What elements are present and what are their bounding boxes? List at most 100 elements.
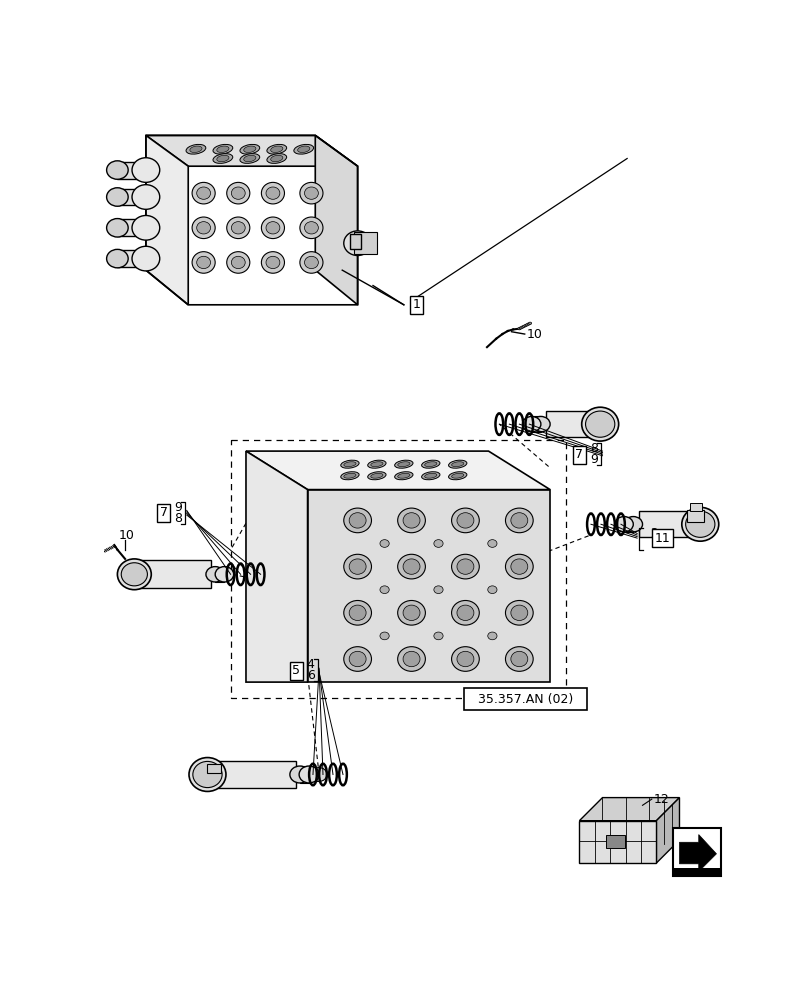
Bar: [134, 560, 211, 588]
Ellipse shape: [397, 462, 410, 467]
Ellipse shape: [192, 217, 215, 239]
Ellipse shape: [231, 222, 245, 234]
Ellipse shape: [261, 252, 284, 273]
Text: 10: 10: [118, 529, 135, 542]
Ellipse shape: [523, 324, 526, 327]
Ellipse shape: [371, 462, 383, 467]
Ellipse shape: [299, 252, 323, 273]
Ellipse shape: [226, 217, 250, 239]
Text: 10: 10: [526, 328, 543, 341]
Ellipse shape: [343, 473, 355, 478]
Ellipse shape: [448, 460, 466, 468]
Ellipse shape: [624, 517, 642, 532]
Ellipse shape: [531, 416, 550, 432]
Ellipse shape: [106, 249, 128, 268]
Polygon shape: [246, 451, 550, 490]
Ellipse shape: [261, 217, 284, 239]
Ellipse shape: [132, 246, 160, 271]
Ellipse shape: [298, 146, 310, 152]
Ellipse shape: [457, 559, 474, 574]
Bar: [118, 250, 146, 267]
Bar: [215, 567, 224, 582]
Ellipse shape: [394, 460, 413, 468]
Ellipse shape: [349, 559, 366, 574]
Bar: [118, 189, 146, 205]
Ellipse shape: [433, 586, 443, 594]
Bar: [208, 761, 296, 788]
Text: 6: 6: [307, 669, 315, 682]
Polygon shape: [146, 135, 357, 166]
Ellipse shape: [226, 182, 250, 204]
Ellipse shape: [304, 222, 318, 234]
Bar: [463, 688, 586, 710]
Ellipse shape: [684, 511, 714, 537]
Ellipse shape: [106, 219, 128, 237]
Ellipse shape: [132, 158, 160, 182]
Ellipse shape: [487, 586, 496, 594]
Ellipse shape: [402, 605, 419, 620]
Bar: [672, 828, 720, 876]
Ellipse shape: [510, 605, 527, 620]
Ellipse shape: [421, 460, 440, 468]
Ellipse shape: [451, 473, 463, 478]
Ellipse shape: [349, 605, 366, 620]
Ellipse shape: [267, 144, 286, 154]
Ellipse shape: [451, 600, 478, 625]
Ellipse shape: [106, 188, 128, 206]
Ellipse shape: [457, 513, 474, 528]
Bar: [208, 764, 221, 773]
Ellipse shape: [343, 554, 371, 579]
Ellipse shape: [212, 154, 233, 163]
Ellipse shape: [451, 508, 478, 533]
Ellipse shape: [298, 766, 319, 783]
Text: 8: 8: [590, 442, 598, 455]
Polygon shape: [315, 135, 357, 305]
Ellipse shape: [132, 185, 160, 209]
Ellipse shape: [121, 563, 148, 586]
Ellipse shape: [132, 215, 160, 240]
Ellipse shape: [402, 513, 419, 528]
Ellipse shape: [311, 768, 326, 781]
Ellipse shape: [519, 327, 521, 329]
Ellipse shape: [190, 146, 202, 152]
Ellipse shape: [394, 472, 413, 480]
Text: 9: 9: [174, 501, 182, 514]
Ellipse shape: [380, 586, 388, 594]
Ellipse shape: [217, 146, 229, 152]
Ellipse shape: [212, 144, 233, 154]
Ellipse shape: [448, 472, 466, 480]
Polygon shape: [579, 821, 655, 863]
Ellipse shape: [243, 155, 255, 162]
Polygon shape: [655, 798, 679, 863]
Ellipse shape: [270, 146, 282, 152]
Ellipse shape: [457, 605, 474, 620]
Text: 35.357.AN (02): 35.357.AN (02): [478, 693, 573, 706]
Polygon shape: [679, 835, 715, 872]
Ellipse shape: [504, 647, 533, 671]
Ellipse shape: [424, 473, 436, 478]
Ellipse shape: [299, 217, 323, 239]
Text: 1: 1: [413, 298, 420, 311]
Ellipse shape: [421, 472, 440, 480]
Ellipse shape: [290, 766, 310, 783]
Ellipse shape: [231, 256, 245, 269]
Ellipse shape: [528, 322, 531, 324]
Text: 7: 7: [160, 506, 167, 519]
Ellipse shape: [510, 559, 527, 574]
Ellipse shape: [343, 508, 371, 533]
Ellipse shape: [186, 144, 205, 154]
Ellipse shape: [521, 416, 540, 432]
Ellipse shape: [526, 323, 530, 325]
Ellipse shape: [261, 182, 284, 204]
Ellipse shape: [397, 600, 425, 625]
Ellipse shape: [397, 554, 425, 579]
Ellipse shape: [189, 758, 225, 791]
Ellipse shape: [239, 154, 260, 163]
Ellipse shape: [118, 559, 151, 590]
Bar: [686, 510, 703, 522]
Ellipse shape: [451, 647, 478, 671]
Bar: [624, 517, 633, 532]
Ellipse shape: [270, 155, 282, 162]
Ellipse shape: [192, 182, 215, 204]
Ellipse shape: [487, 540, 496, 547]
